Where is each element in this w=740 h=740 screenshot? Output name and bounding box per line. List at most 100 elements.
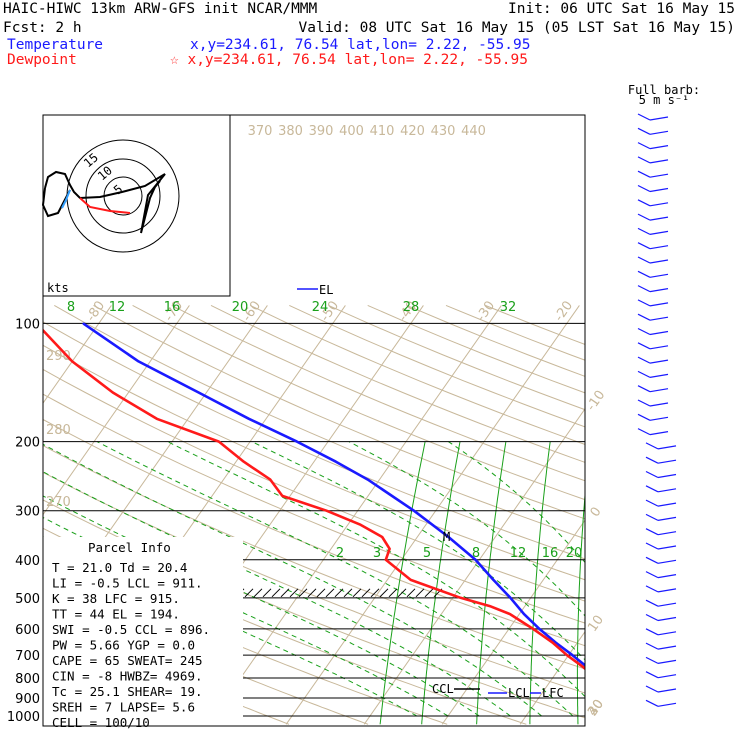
temperature-point [447, 536, 450, 538]
wind-barb-flag [645, 470, 659, 479]
temperature-point [82, 322, 84, 325]
wind-barb [657, 502, 677, 507]
mixing-ratio-label: 8 [67, 300, 75, 315]
temperature-point [248, 418, 250, 420]
dewpoint-point [532, 628, 534, 630]
parcel-info-row: T = 21.0 Td = 20.4 [52, 560, 187, 575]
wind-barb-flag [637, 199, 651, 207]
theta-label: 420 [400, 124, 425, 139]
dewpoint-point [489, 605, 491, 607]
wind-barb [649, 202, 669, 207]
theta-label: 270 [46, 495, 71, 510]
temperature-point [413, 509, 415, 512]
dewpoint-point [459, 597, 462, 599]
wind-barb-flag [637, 242, 651, 250]
wind-barb-flag [645, 499, 659, 507]
theta-label: 430 [431, 124, 456, 139]
wind-barb-flag [637, 285, 651, 293]
parcel-info-row: Tc = 25.1 SHEAR= 19. [52, 684, 203, 699]
wind-barb [657, 559, 677, 564]
wind-barb-flag [637, 327, 651, 336]
pressure-tick-label: 200 [15, 436, 40, 451]
wind-barb [657, 459, 677, 464]
pressure-tick-label: 400 [15, 554, 40, 569]
temperature-location: x,y=234.61, 76.54 lat,lon= 2.22, -55.95 [190, 37, 530, 53]
chart-title: HAIC-HIWC 13km ARW-GFS init NCAR/MMM [3, 1, 318, 17]
wind-barb-flag [645, 699, 659, 707]
wind-barb [657, 531, 677, 536]
wind-barb-flag [645, 599, 659, 607]
moist-adiabat-line [96, 441, 574, 717]
parcel-info-row: K = 38 LFC = 915. [52, 591, 180, 606]
dewpoint-point [385, 559, 387, 561]
dewpoint-point [269, 478, 272, 481]
wind-barb-flag [645, 442, 659, 450]
wind-barb-flag [645, 685, 659, 693]
parcel-info-row: CAPE = 65 SWEAT= 245 [52, 653, 203, 668]
pressure-tick-label: 800 [15, 672, 40, 687]
wind-barb-flag [637, 356, 651, 364]
parcel-info-row: CIN = -8 HWBZ= 4969. [52, 669, 203, 684]
wind-barb [649, 302, 669, 307]
dewpoint-point [218, 440, 220, 443]
hodograph-trace-lower [41, 187, 71, 218]
freezing-level-hatch [397, 588, 407, 598]
dewpoint-point [409, 579, 412, 581]
theta-label: 390 [309, 124, 334, 139]
temperature-point [492, 579, 495, 581]
wind-barb [657, 473, 677, 479]
wind-barb [657, 659, 677, 664]
freezing-level-hatch [361, 588, 371, 598]
mixing-ratio-label: 28 [403, 300, 420, 315]
pressure-tick-label: 500 [15, 592, 40, 607]
isotherm-line [285, 305, 580, 725]
wind-barb [657, 616, 677, 622]
dewpoint-legend: Dewpoint [7, 52, 77, 68]
lcl-label: LCL [508, 686, 530, 700]
init-time: Init: 06 UTC Sat 16 May 15 [508, 1, 735, 17]
wind-barb [649, 230, 669, 235]
parcel-info-panel: Parcel Info T = 21.0 Td = 20.4LI = -0.5 … [43, 537, 243, 730]
dry-adiabat-line [43, 527, 527, 725]
ccl-label: CCL [432, 682, 454, 696]
hodograph-inset: 5 10 15 kts [41, 114, 231, 297]
temperature-point [296, 440, 298, 443]
mixing-ratio-label: 20 [566, 546, 583, 561]
freezing-level-hatch [307, 588, 317, 598]
barb-legend-line2: 5 m s⁻¹ [639, 93, 690, 107]
wind-barb [649, 388, 669, 393]
dewpoint-point [156, 418, 158, 420]
wind-barb [649, 273, 669, 278]
freezing-level-hatch [370, 588, 380, 598]
dry-adiabat-line [54, 304, 585, 540]
plot-frame [42, 114, 586, 727]
wind-barb [649, 431, 669, 436]
wind-barb [657, 574, 677, 579]
wind-barb [657, 702, 677, 707]
sounding-profiles [43, 322, 585, 671]
wind-barb [649, 416, 669, 421]
pressure-tick-label: 600 [15, 623, 40, 638]
isotherm-line [441, 519, 585, 725]
mixing-ratio-label: 16 [164, 300, 181, 315]
dewpoint-point [381, 536, 384, 538]
wind-barb [649, 359, 669, 364]
wind-barb [649, 130, 669, 135]
wind-barb [649, 402, 669, 407]
mixing-ratio-label: 8 [472, 546, 480, 561]
wind-barb-flag [637, 127, 651, 135]
wind-barb-flag [637, 385, 651, 393]
dry-adiabat-line [43, 418, 585, 647]
wind-barb-flag [645, 642, 659, 650]
pressure-tick-label: 1000 [7, 710, 40, 725]
mixing-ratio-label: 20 [232, 300, 249, 315]
parcel-info-row: SWI = -0.5 CCL = 896. [52, 622, 210, 637]
wind-barb [649, 288, 669, 293]
theta-label: 380 [278, 124, 303, 139]
forecast-hour: Fcst: 2 h [3, 20, 82, 36]
wind-barb-flag [645, 485, 659, 493]
wind-barb-flag [645, 613, 659, 622]
wind-barb [649, 173, 669, 178]
wind-barb-flag [645, 513, 659, 521]
isotherm-line [519, 630, 585, 725]
